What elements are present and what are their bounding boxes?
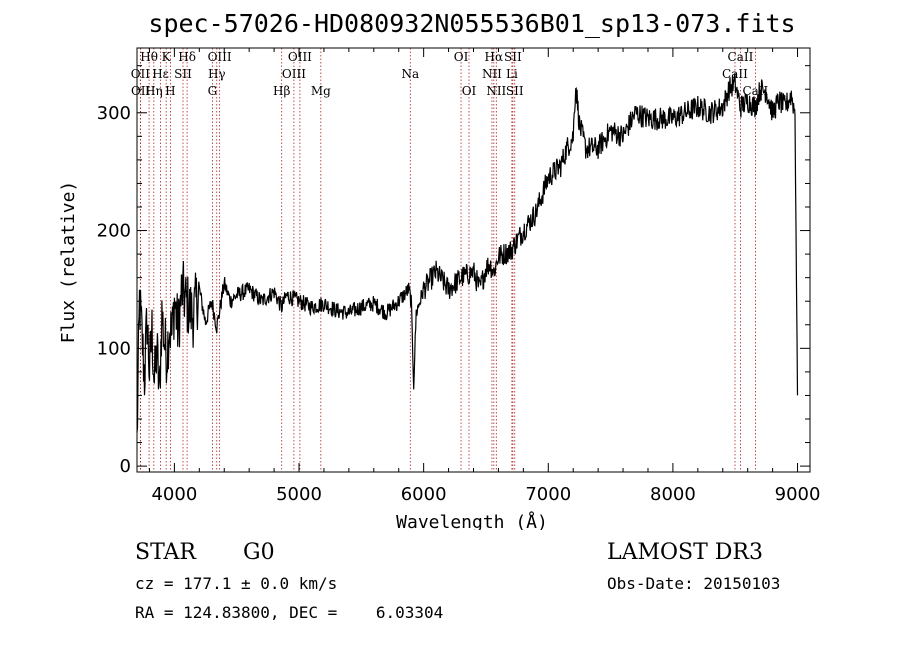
- emission-line-label: OIII: [282, 67, 306, 81]
- emission-line-label: Hγ: [208, 67, 226, 81]
- emission-line-label: Mg: [311, 84, 331, 98]
- emission-line-label: SII: [174, 67, 192, 81]
- emission-line-label: Li: [506, 67, 518, 81]
- object-subclass: G0: [243, 540, 275, 565]
- emission-line-label: Hθ: [140, 50, 158, 64]
- emission-line-label: Hη: [145, 84, 163, 98]
- x-tick-label: 5000: [276, 484, 322, 505]
- emission-line-label: H: [165, 84, 175, 98]
- redshift-velocity: cz = 177.1 ± 0.0 km/s: [135, 574, 338, 593]
- emission-line-label: Hε: [152, 67, 169, 81]
- observation-date: Obs-Date: 20150103: [607, 574, 781, 593]
- emission-line-label: OIII: [208, 50, 232, 64]
- x-axis-label: Wavelength (Å): [396, 511, 548, 530]
- emission-line-label: OII: [131, 67, 151, 81]
- emission-line-label: NII: [486, 84, 506, 98]
- x-tick-label: 7000: [525, 484, 571, 505]
- emission-line-label: OI: [462, 84, 477, 98]
- emission-line-label: CaII: [728, 50, 754, 64]
- emission-line-label: OIII: [288, 50, 312, 64]
- emission-line-label: SII: [506, 84, 524, 98]
- x-tick-label: 4000: [151, 484, 197, 505]
- x-tick-label: 8000: [650, 484, 696, 505]
- x-axis-ticks: 4000 5000 6000 7000 8000 9000: [148, 48, 821, 505]
- emission-line-label: Hβ: [273, 84, 290, 98]
- survey-name: LAMOST DR3: [607, 540, 763, 565]
- chart-title: spec-57026-HD080932N055536B01_sp13-073.f…: [148, 9, 795, 38]
- emission-lines: [139, 48, 756, 472]
- spectrum-series-line: [136, 72, 799, 433]
- y-axis-ticks: 0 100 200 300: [97, 65, 810, 477]
- y-tick-label: 200: [97, 221, 131, 242]
- emission-line-label: NII: [482, 67, 502, 81]
- emission-line-label: Hα: [485, 50, 504, 64]
- emission-line-label: Hδ: [178, 50, 196, 64]
- spectrum-chart: spec-57026-HD080932N055536B01_sp13-073.f…: [58, 9, 821, 530]
- x-tick-label: 9000: [775, 484, 821, 505]
- y-tick-label: 300: [97, 103, 131, 124]
- y-tick-label: 0: [120, 456, 131, 477]
- emission-line-label: OII: [131, 84, 151, 98]
- y-axis-label: Flux (relative): [58, 181, 79, 344]
- emission-line-label: K: [162, 50, 172, 64]
- y-tick-label: 100: [97, 338, 131, 359]
- object-class: STAR: [135, 540, 196, 565]
- x-tick-label: 6000: [401, 484, 447, 505]
- coordinates: RA = 124.83800, DEC = 6.03304: [135, 603, 444, 622]
- emission-line-label: Na: [401, 67, 419, 81]
- emission-line-label: OI: [454, 50, 469, 64]
- emission-line-label: SII: [504, 50, 522, 64]
- emission-line-label: G: [208, 84, 218, 98]
- emission-line-label: CaII: [742, 84, 768, 98]
